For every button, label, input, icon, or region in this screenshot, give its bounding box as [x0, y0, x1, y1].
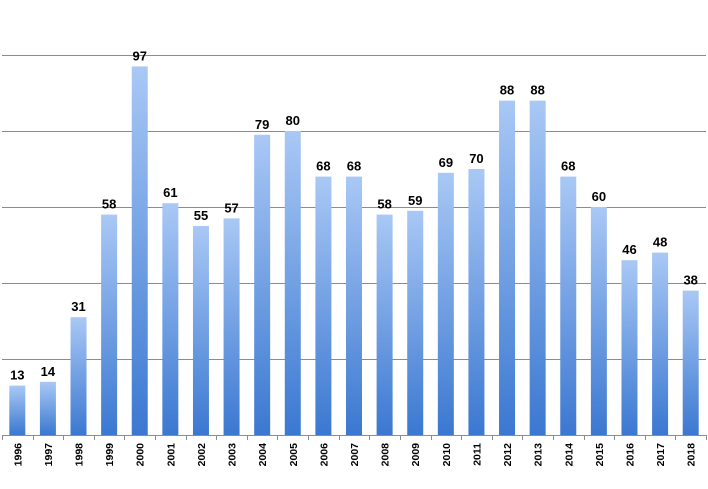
data-label-2017: 48	[653, 235, 667, 250]
x-axis: 1996 1997 1998 1999 2000 2001 2002 2003 2004 2005…	[2, 435, 707, 466]
bar-2017	[652, 252, 669, 435]
bar-2012	[499, 100, 516, 435]
bar-2013	[529, 100, 546, 435]
bar-2009	[407, 210, 424, 435]
data-label-2014: 68	[561, 159, 575, 174]
x-tick-label-2011: 2011	[471, 443, 483, 466]
x-tick-label-2017: 2017	[655, 443, 667, 467]
x-tick-label-1998: 1998	[74, 443, 86, 467]
x-tick-label-2018: 2018	[686, 443, 698, 467]
data-label-2003: 57	[224, 200, 238, 215]
data-label-1997: 14	[41, 364, 56, 379]
x-tick-label-2003: 2003	[227, 443, 239, 467]
x-tick-label-2007: 2007	[349, 443, 361, 467]
bar-1999	[101, 214, 118, 435]
data-label-2010: 69	[439, 155, 453, 170]
data-label-2013: 88	[530, 83, 544, 98]
x-tick-label-2002: 2002	[196, 443, 208, 467]
x-tick-label-2009: 2009	[410, 443, 422, 467]
bar-2018	[682, 290, 699, 435]
bar-2010	[437, 172, 454, 436]
data-label-2006: 68	[316, 159, 330, 174]
bar-2016	[621, 260, 638, 435]
x-tick-label-2010: 2010	[441, 443, 453, 467]
bar-2008	[376, 214, 393, 435]
x-tick-label-2013: 2013	[533, 443, 545, 467]
x-tick-label-2008: 2008	[380, 443, 392, 467]
bars	[9, 66, 699, 436]
bar-2003	[223, 218, 240, 435]
x-tick-label-1999: 1999	[104, 443, 116, 467]
data-label-1996: 13	[10, 368, 24, 383]
data-label-2000: 97	[133, 48, 147, 63]
bar-2004	[254, 134, 271, 436]
data-label-2008: 58	[377, 197, 391, 212]
bar-1997	[39, 381, 56, 435]
bar-2006	[315, 176, 332, 435]
x-tick-label-2015: 2015	[594, 443, 606, 467]
data-label-2001: 61	[163, 185, 177, 200]
data-label-1998: 31	[71, 299, 85, 314]
bar-2005	[284, 131, 301, 435]
bar-1998	[70, 317, 87, 435]
bar-1996	[9, 385, 26, 435]
bar-2011	[468, 169, 485, 435]
data-label-2018: 38	[683, 273, 697, 288]
bar-2000	[131, 66, 148, 436]
bar-2007	[346, 176, 362, 435]
data-label-2012: 88	[500, 83, 514, 98]
x-tick-label-1996: 1996	[12, 443, 24, 467]
data-label-2016: 46	[622, 242, 636, 257]
data-label-2002: 55	[194, 208, 208, 223]
data-label-2015: 60	[592, 189, 606, 204]
data-label-2004: 79	[255, 117, 269, 132]
x-tick-label-2004: 2004	[257, 443, 269, 467]
data-label-1999: 58	[102, 197, 116, 212]
x-tick-label-2016: 2016	[624, 443, 636, 467]
x-tick-label-2001: 2001	[165, 443, 177, 467]
data-labels: 13 14 31 58 97 61 55 57 79 80 68 68 58 59 69 70 88 88 68 60…	[10, 48, 698, 382]
x-tick-label-2014: 2014	[563, 443, 575, 467]
bar-2001	[162, 203, 179, 435]
bar-2002	[192, 226, 209, 435]
x-tick-label-2012: 2012	[502, 443, 514, 467]
data-label-2007: 68	[347, 159, 361, 174]
x-tick-label-2000: 2000	[135, 443, 147, 467]
x-tick-label-2006: 2006	[318, 443, 330, 467]
x-tick-label-2005: 2005	[288, 443, 300, 467]
bar-2015	[590, 207, 607, 435]
bar-2014	[560, 176, 577, 435]
data-label-2011: 70	[469, 151, 483, 166]
x-tick-label-1997: 1997	[43, 443, 55, 467]
data-label-2009: 59	[408, 193, 422, 208]
data-label-2005: 80	[286, 113, 300, 128]
